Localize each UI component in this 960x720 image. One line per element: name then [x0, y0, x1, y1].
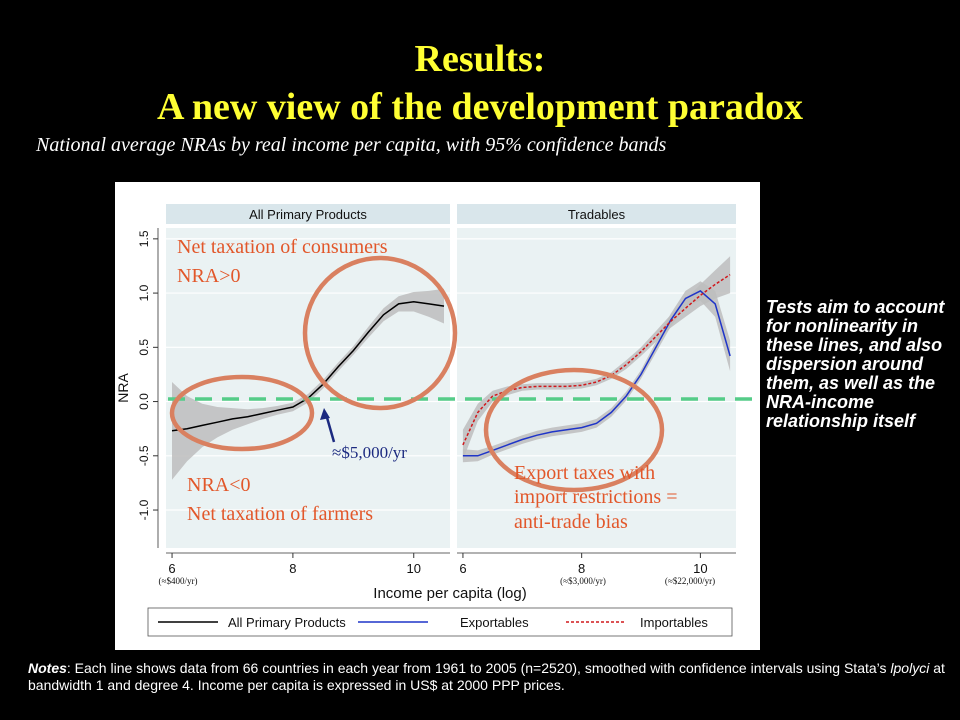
threshold-arrow-head — [320, 408, 330, 420]
x-tick-label: 10 — [693, 561, 707, 576]
consumers-circle — [302, 255, 458, 411]
y-tick-label: -0.5 — [137, 445, 151, 466]
slide-subtitle: National average NRAs by real income per… — [36, 134, 667, 156]
side-note: Tests aim to account for nonlinearity in… — [766, 297, 945, 431]
annotation-farmers-line1: NRA<0 — [187, 474, 251, 496]
x-tick-label: 6 — [168, 561, 175, 576]
y-tick-label: 1.5 — [137, 230, 151, 247]
panel-strip — [166, 204, 450, 224]
annotation-farmers-line2: Net taxation of farmers — [187, 503, 373, 525]
annotation-export-line2: import restrictions = — [514, 486, 677, 508]
annotation-export-line3: anti-trade bias — [514, 511, 628, 533]
y-tick-label: 0.5 — [137, 339, 151, 356]
slide-title-line2: A new view of the development paradox — [157, 86, 803, 128]
legend-label: All Primary Products — [228, 615, 346, 630]
footnote-text-b: at bandwidth 1 and degree 4. Income per … — [28, 660, 945, 693]
footnote-text-a: : Each line shows data from 66 countries… — [66, 660, 891, 676]
footnote-command: lpolyci — [890, 660, 930, 676]
x-tick-label: 6 — [459, 561, 466, 576]
footnote-label: Notes — [28, 660, 67, 676]
confidence-band — [172, 288, 444, 480]
anti-trade-circle — [483, 367, 665, 493]
panel-title: Tradables — [568, 207, 626, 222]
annotation-consumers-line2: NRA>0 — [177, 265, 241, 287]
legend-label: Importables — [640, 615, 708, 630]
x-tick-label: 8 — [578, 561, 585, 576]
x-tick-label: 10 — [407, 561, 421, 576]
panel-title: All Primary Products — [249, 207, 367, 222]
y-tick-label: 0.0 — [137, 393, 151, 410]
y-tick-label: -1.0 — [137, 499, 151, 520]
annotation-threshold: ≈$5,000/yr — [332, 443, 407, 462]
x-tick-label: 8 — [289, 561, 296, 576]
annotation-consumers-line1: Net taxation of consumers — [177, 236, 388, 258]
threshold-arrow-shaft — [324, 413, 336, 443]
y-axis-label: NRA — [115, 373, 131, 403]
slide-title-line1: Results: — [414, 38, 546, 80]
income-note: (≈$3,000/yr) — [560, 576, 606, 586]
farmers-circle — [169, 374, 315, 452]
income-note: (≈$22,000/yr) — [665, 576, 715, 586]
footnote: Notes: Each line shows data from 66 coun… — [28, 660, 948, 694]
legend-label: Exportables — [460, 615, 529, 630]
plot-panel — [166, 228, 450, 548]
panel-strip — [457, 204, 736, 224]
x-axis-label: Income per capita (log) — [373, 585, 526, 602]
y-tick-label: 1.0 — [137, 284, 151, 301]
annotation-export-line1: Export taxes with — [514, 462, 655, 484]
income-note: (≈$400/yr) — [159, 576, 198, 586]
series-line — [462, 290, 731, 457]
legend-box — [147, 607, 733, 637]
